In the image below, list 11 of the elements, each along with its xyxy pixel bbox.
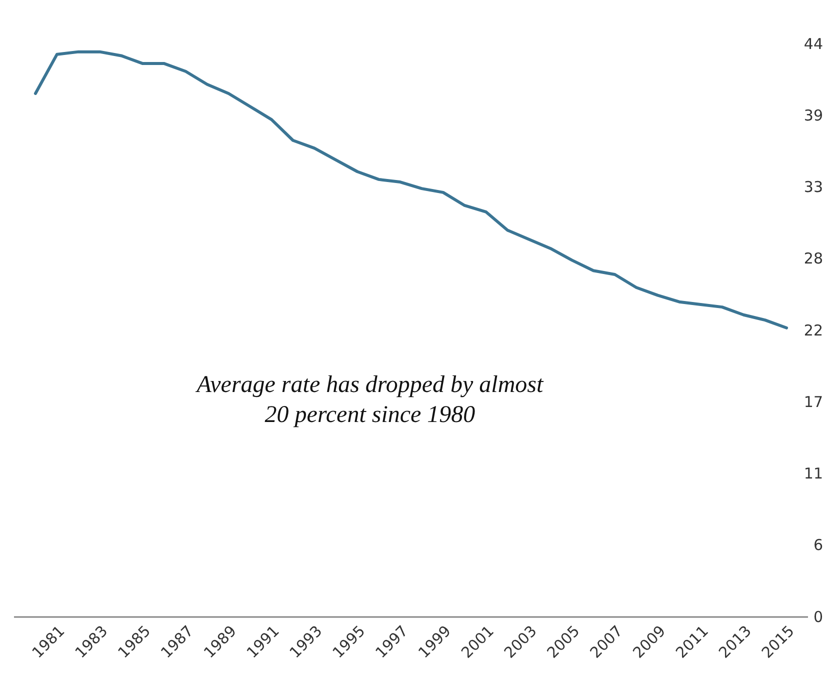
y-tick-label: 0 — [813, 608, 823, 626]
y-tick-label: 33 — [804, 178, 823, 196]
line-series — [34, 50, 788, 330]
annotation: Average rate has dropped by almost 20 percent since 1980 — [194, 372, 545, 428]
y-tick-label: 17 — [804, 392, 823, 411]
y-tick-label: 6 — [813, 536, 823, 554]
y-tick-label: 28 — [804, 250, 823, 268]
y-tick-label: 22 — [804, 321, 823, 340]
y-tick-label: 44 — [804, 34, 823, 53]
y-tick-label: 11 — [804, 464, 823, 483]
y-tick-label: 39 — [804, 106, 823, 124]
